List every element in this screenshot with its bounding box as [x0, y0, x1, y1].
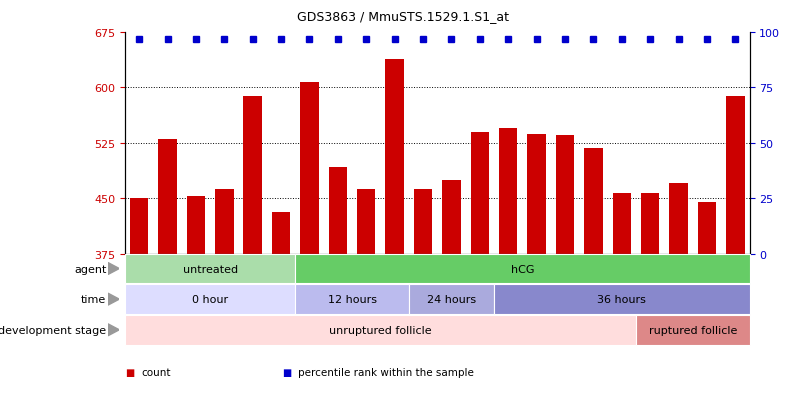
Bar	[215, 189, 234, 413]
Bar	[471, 133, 489, 413]
Bar	[125, 285, 295, 314]
Bar	[295, 285, 409, 314]
Bar	[494, 285, 750, 314]
Bar	[125, 315, 636, 345]
Bar	[357, 190, 376, 413]
Bar	[295, 254, 750, 284]
Bar	[413, 190, 432, 413]
Text: 24 hours: 24 hours	[427, 294, 476, 304]
Text: development stage: development stage	[0, 325, 106, 335]
Text: ■: ■	[282, 367, 291, 377]
Bar	[698, 202, 717, 413]
Text: time: time	[81, 294, 106, 304]
Text: unruptured follicle: unruptured follicle	[329, 325, 432, 335]
Bar	[584, 149, 603, 413]
Bar	[130, 199, 148, 413]
Polygon shape	[108, 263, 119, 275]
Bar	[726, 97, 745, 413]
Text: GDS3863 / MmuSTS.1529.1.S1_at: GDS3863 / MmuSTS.1529.1.S1_at	[297, 10, 509, 23]
Bar	[243, 97, 262, 413]
Bar	[442, 180, 461, 413]
Bar	[641, 194, 659, 413]
Bar	[272, 212, 290, 413]
Bar	[329, 168, 347, 413]
Text: agent: agent	[74, 264, 106, 274]
Bar	[385, 60, 404, 413]
Bar	[527, 135, 546, 413]
Bar	[125, 254, 295, 284]
Text: 36 hours: 36 hours	[597, 294, 646, 304]
Text: hCG: hCG	[511, 264, 534, 274]
Bar	[669, 184, 688, 413]
Text: 0 hour: 0 hour	[192, 294, 228, 304]
Text: untreated: untreated	[182, 264, 238, 274]
Text: ruptured follicle: ruptured follicle	[649, 325, 737, 335]
Polygon shape	[108, 324, 119, 336]
Text: ■: ■	[125, 367, 134, 377]
Bar	[301, 82, 318, 413]
Text: percentile rank within the sample: percentile rank within the sample	[298, 367, 474, 377]
Bar	[636, 315, 750, 345]
Bar	[556, 136, 574, 413]
Text: count: count	[141, 367, 171, 377]
Bar	[499, 129, 517, 413]
Bar	[409, 285, 494, 314]
Bar	[187, 197, 206, 413]
Text: 12 hours: 12 hours	[327, 294, 376, 304]
Bar	[158, 140, 177, 413]
Bar	[613, 194, 631, 413]
Polygon shape	[108, 294, 119, 305]
